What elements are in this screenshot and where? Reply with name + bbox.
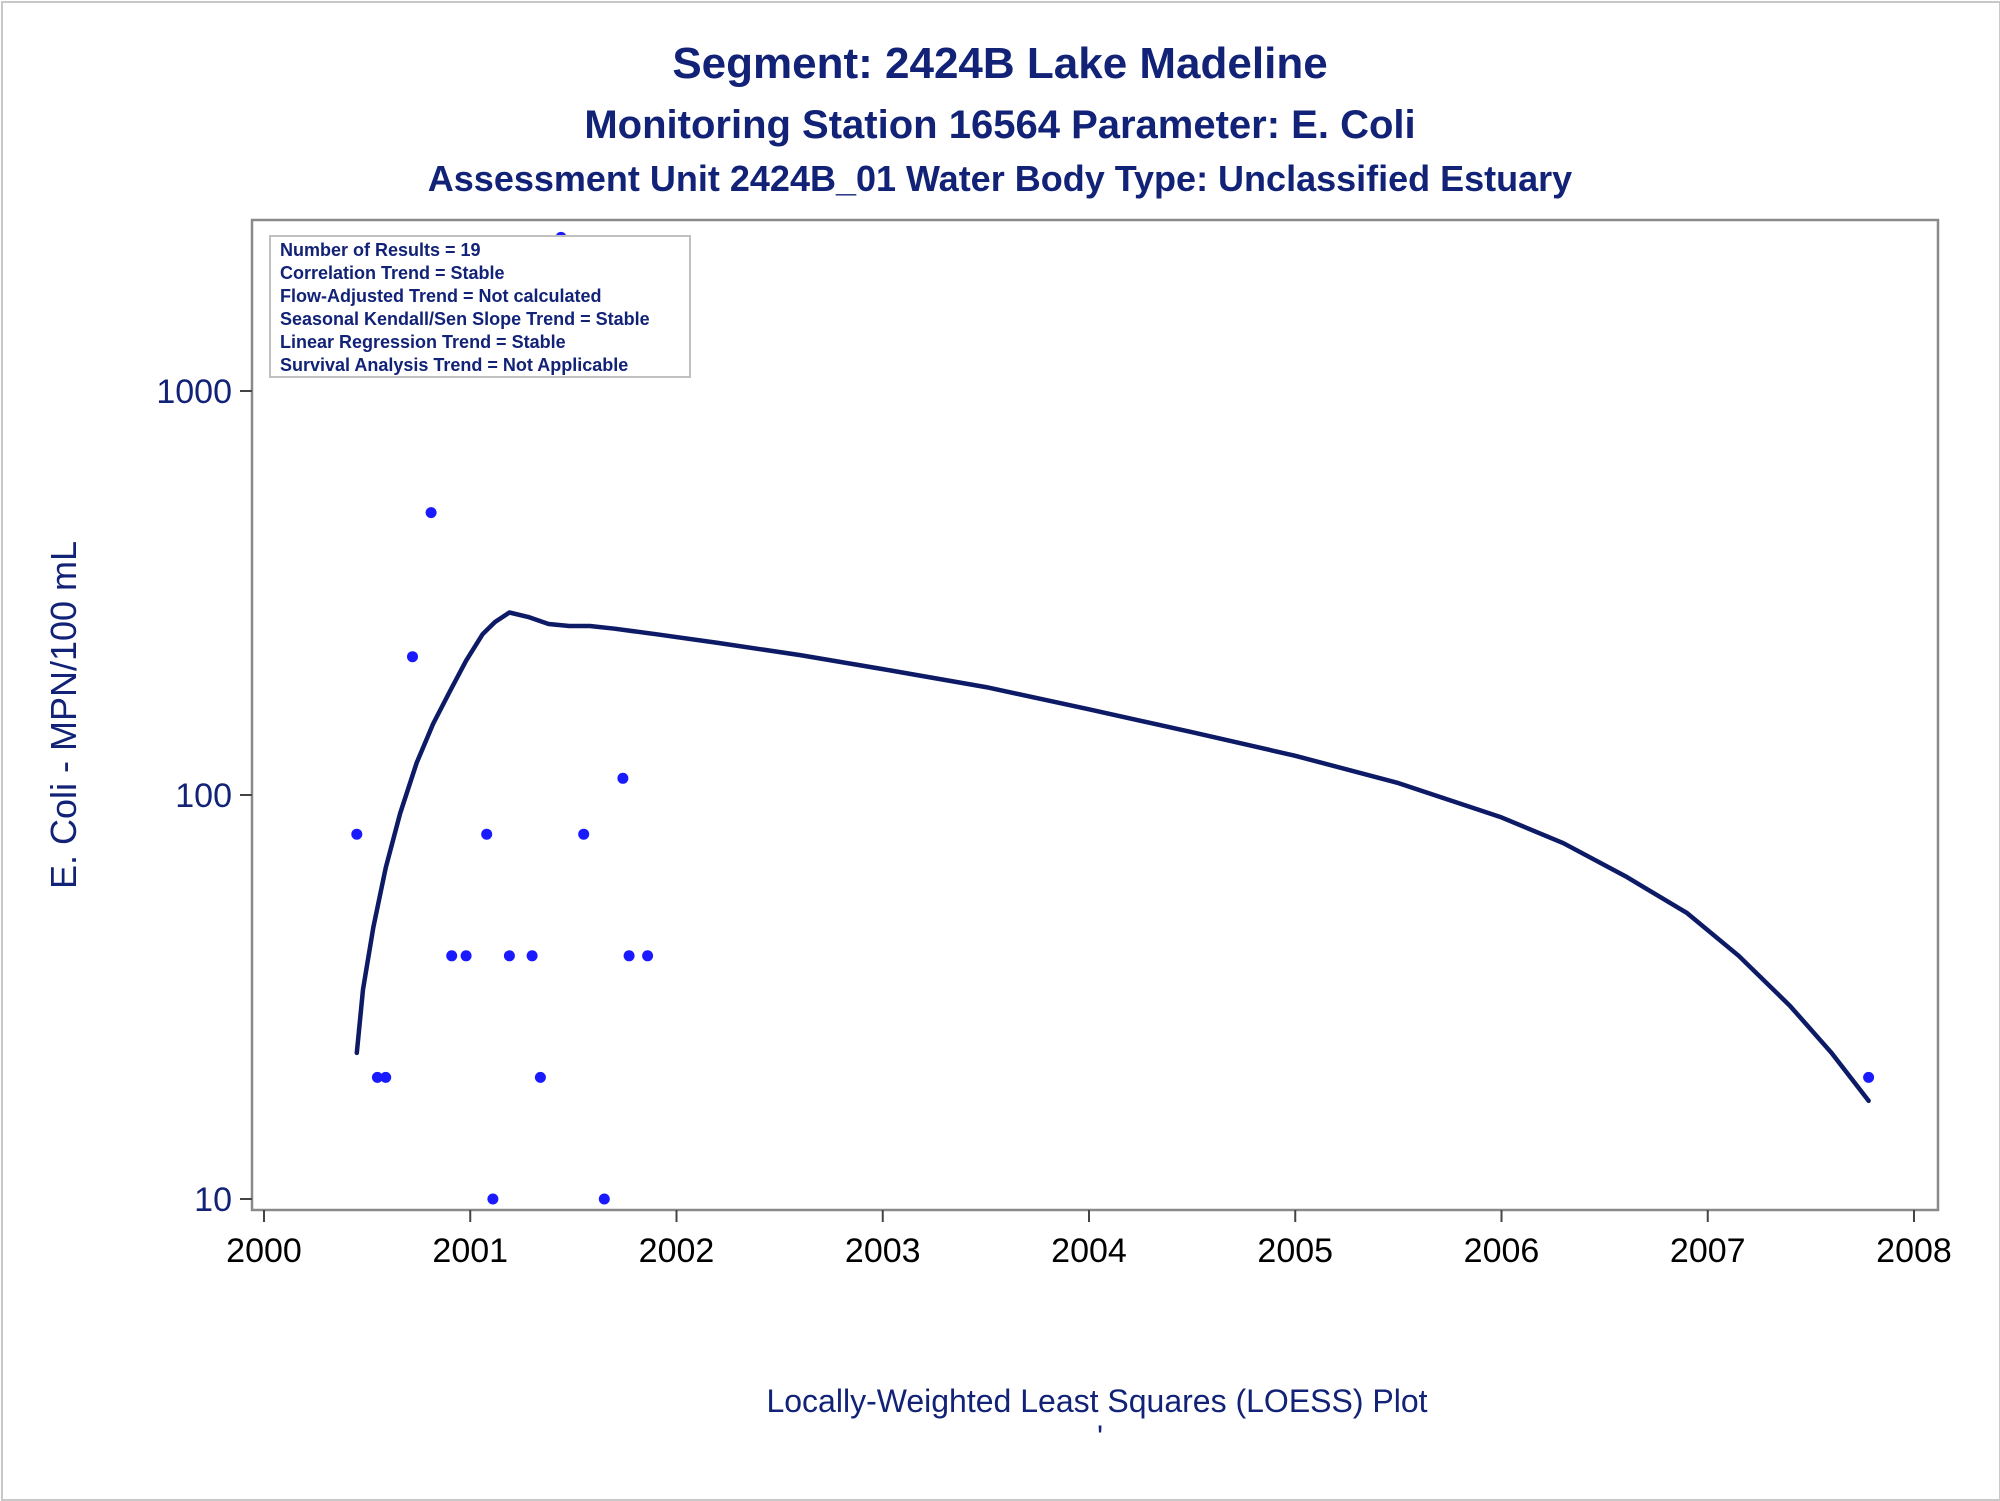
loess-layer xyxy=(354,610,1871,1104)
y-axis-label: E. Coli - MPN/100 mL xyxy=(43,541,84,889)
y-tick-label: 1000 xyxy=(156,373,232,411)
data-point xyxy=(526,950,538,962)
x-axis: 2000 2001 2002 2003 2004 2005 2006 2007 2008 xyxy=(226,1210,1952,1270)
info-box-line: Linear Regression Trend = Stable xyxy=(280,332,566,352)
x-tick-label: 2002 xyxy=(639,1232,715,1270)
data-point xyxy=(407,651,418,663)
x-tick-label: 2008 xyxy=(1876,1232,1952,1270)
data-point xyxy=(598,1193,610,1205)
x-tick-label: 2004 xyxy=(1051,1232,1127,1270)
plot-area xyxy=(250,218,1940,1212)
y-tick-label: 100 xyxy=(175,777,232,815)
x-tick-label: 2003 xyxy=(845,1232,921,1270)
data-point xyxy=(642,950,654,962)
info-box-border xyxy=(269,235,691,378)
data-point xyxy=(487,1193,499,1205)
x-axis-caption: Locally-Weighted Least Squares (LOESS) P… xyxy=(766,1383,1427,1419)
data-point xyxy=(481,828,493,840)
data-point xyxy=(1863,1071,1875,1083)
chart-title: Segment: 2424B Lake Madeline xyxy=(672,39,1327,88)
loess-curve xyxy=(354,610,1871,1104)
data-point xyxy=(380,1071,392,1083)
x-tick-label: 2005 xyxy=(1257,1232,1333,1270)
data-point xyxy=(503,950,515,962)
info-box-line: Seasonal Kendall/Sen Slope Trend = Stabl… xyxy=(280,309,650,329)
data-point xyxy=(578,828,590,840)
data-point xyxy=(351,828,363,840)
info-box-line: Number of Results = 19 xyxy=(280,240,481,260)
info-box-line: Correlation Trend = Stable xyxy=(280,263,505,283)
data-point xyxy=(623,950,635,962)
footnote-mark: ' xyxy=(1097,1419,1103,1455)
chart-subtitle-2: Assessment Unit 2424B_01 Water Body Type… xyxy=(428,158,1572,199)
points-layer xyxy=(351,231,1875,1205)
x-tick-label: 2006 xyxy=(1464,1232,1540,1270)
data-point xyxy=(371,1071,383,1083)
x-tick-label: 2007 xyxy=(1670,1232,1746,1270)
data-point xyxy=(460,950,472,962)
chart-subtitle: Monitoring Station 16564 Parameter: E. C… xyxy=(584,103,1415,147)
data-point xyxy=(534,1071,546,1083)
x-tick-label: 2001 xyxy=(432,1232,508,1270)
info-box: Number of Results = 19 Correlation Trend… xyxy=(269,235,691,378)
data-point xyxy=(617,772,629,784)
x-tick-label: 2000 xyxy=(226,1232,302,1270)
info-box-line: Survival Analysis Trend = Not Applicable xyxy=(280,355,628,375)
data-point xyxy=(446,950,458,962)
y-axis: 10 100 1000 xyxy=(156,373,252,1219)
info-box-line: Flow-Adjusted Trend = Not calculated xyxy=(280,286,602,306)
y-tick-label: 10 xyxy=(194,1181,232,1219)
data-point xyxy=(425,507,437,519)
